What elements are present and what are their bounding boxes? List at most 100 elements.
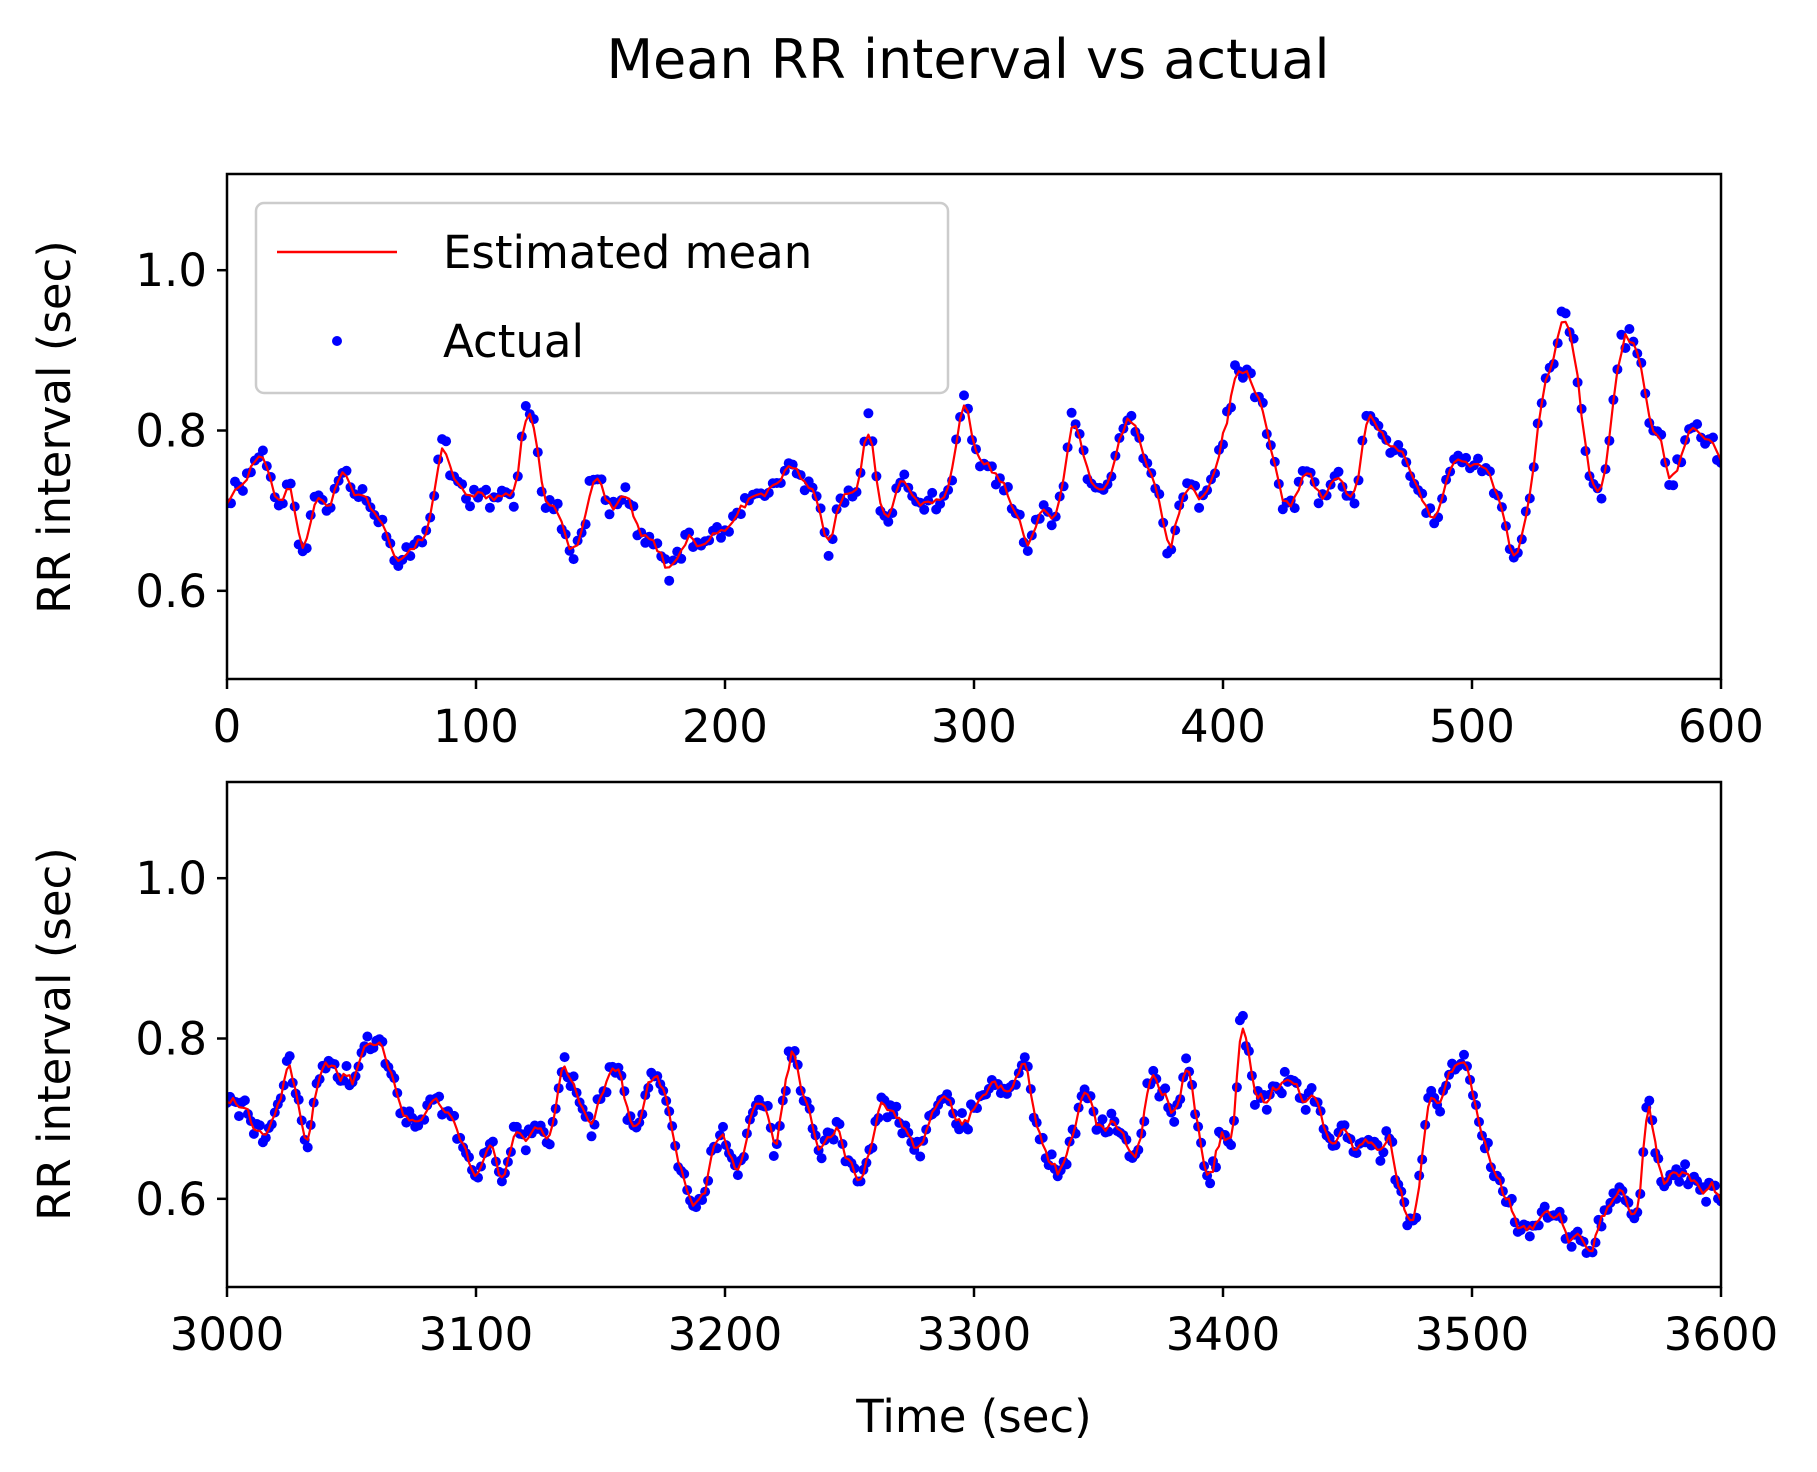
actual-point bbox=[935, 498, 946, 509]
actual-point bbox=[586, 1131, 597, 1142]
actual-point bbox=[484, 502, 495, 513]
actual-point bbox=[1668, 480, 1679, 491]
actual-point bbox=[1276, 1088, 1287, 1099]
actual-point bbox=[239, 1095, 250, 1106]
top-panel: 0 100 200 300 400 500 600 0.6 0.8 1.0 RR interval… bbox=[28, 172, 1764, 753]
actual-point bbox=[1566, 1241, 1577, 1252]
actual-point bbox=[959, 390, 969, 401]
estimated-mean-line bbox=[227, 1027, 1721, 1253]
actual-point bbox=[1473, 453, 1483, 464]
actual-point bbox=[1148, 1065, 1159, 1076]
actual-point bbox=[1279, 1066, 1290, 1077]
actual-point bbox=[715, 1130, 725, 1141]
actual-point bbox=[1333, 466, 1344, 477]
actual-point bbox=[1160, 1083, 1171, 1094]
actual-point bbox=[1313, 498, 1324, 509]
actual-point bbox=[1524, 1231, 1535, 1242]
actual-point bbox=[419, 1114, 430, 1125]
actual-point bbox=[237, 485, 248, 496]
actual-point bbox=[716, 532, 726, 543]
actual-point bbox=[357, 484, 368, 494]
actual-point bbox=[1306, 1083, 1317, 1093]
y-tick-label: 0.8 bbox=[135, 1013, 207, 1066]
actual-point bbox=[1628, 336, 1639, 347]
actual-point bbox=[1692, 419, 1703, 430]
x-tick-label: 3100 bbox=[419, 1308, 534, 1361]
x-tick-label: 3000 bbox=[170, 1308, 285, 1361]
actual-point bbox=[1572, 1226, 1583, 1237]
actual-point bbox=[1249, 1099, 1260, 1110]
bottom-panel: 3000 3100 3200 3300 3400 3500 3600 0.6 0.8 1.0 RR… bbox=[28, 780, 1778, 1443]
actual-point bbox=[1066, 407, 1077, 418]
actual-point bbox=[234, 1111, 244, 1122]
figure-title: Mean RR interval vs actual bbox=[606, 28, 1329, 91]
actual-point bbox=[1539, 1201, 1550, 1212]
y-tick-label: 0.6 bbox=[135, 565, 207, 618]
y-tick-label: 1.0 bbox=[135, 244, 207, 297]
actual-point bbox=[899, 469, 910, 480]
y-tick-label: 0.8 bbox=[135, 405, 207, 458]
actual-point bbox=[1632, 1207, 1643, 1218]
actual-point bbox=[775, 478, 786, 488]
actual-point bbox=[883, 516, 894, 527]
top-y-axis-label: RR interval (sec) bbox=[28, 240, 81, 614]
actual-point bbox=[1644, 1095, 1655, 1106]
actual-point bbox=[302, 1142, 313, 1153]
actual-point bbox=[816, 1153, 827, 1164]
actual-point bbox=[1701, 1196, 1712, 1207]
actual-point bbox=[1205, 1178, 1216, 1189]
actual-point bbox=[1181, 1053, 1192, 1064]
actual-point bbox=[520, 1145, 531, 1156]
actual-point bbox=[441, 436, 452, 447]
legend-label-estimated: Estimated mean bbox=[443, 226, 812, 279]
actual-point bbox=[1624, 324, 1635, 334]
actual-point bbox=[807, 482, 818, 493]
actual-point bbox=[481, 484, 491, 495]
actual-point bbox=[1097, 1114, 1108, 1125]
y-tick-label: 0.6 bbox=[135, 1173, 207, 1226]
y-tick-label: 1.0 bbox=[135, 852, 207, 905]
actual-point bbox=[254, 1120, 265, 1131]
actual-point bbox=[668, 555, 679, 566]
actual-point bbox=[891, 1101, 902, 1112]
bottom-ticks: 3000 3100 3200 3300 3400 3500 3600 0.6 0.8 1.0 bbox=[135, 852, 1778, 1361]
actual-point bbox=[487, 1136, 498, 1147]
x-tick-label: 600 bbox=[1678, 700, 1764, 753]
actual-point bbox=[284, 1051, 295, 1062]
actual-point bbox=[341, 1061, 352, 1071]
x-tick-label: 3600 bbox=[1664, 1308, 1779, 1361]
x-tick-label: 3500 bbox=[1415, 1308, 1530, 1361]
actual-point bbox=[1022, 546, 1033, 556]
actual-point bbox=[1046, 1149, 1057, 1160]
legend: Estimated mean Actual bbox=[254, 201, 950, 395]
actual-point bbox=[1435, 1106, 1446, 1117]
actual-point bbox=[1237, 372, 1248, 383]
actual-point bbox=[1300, 1104, 1311, 1115]
actual-point bbox=[957, 1108, 967, 1119]
actual-point bbox=[1611, 1193, 1622, 1204]
actual-point bbox=[540, 503, 551, 513]
actual-point bbox=[257, 445, 268, 456]
legend-box bbox=[254, 201, 950, 395]
actual-point bbox=[712, 522, 722, 532]
x-tick-label: 3300 bbox=[917, 1308, 1032, 1361]
actual-point bbox=[1461, 452, 1471, 463]
actual-point bbox=[496, 1176, 507, 1187]
actual-point bbox=[544, 1139, 555, 1150]
actual-point bbox=[919, 504, 930, 515]
actual-point bbox=[1459, 1049, 1469, 1060]
actual-point bbox=[568, 554, 579, 565]
x-tick-label: 400 bbox=[1180, 700, 1266, 753]
actual-point bbox=[604, 509, 615, 520]
actual-point bbox=[823, 550, 834, 561]
bottom-x-axis-label: Time (sec) bbox=[855, 1390, 1091, 1443]
x-tick-label: 100 bbox=[433, 700, 519, 753]
actual-point bbox=[1680, 1159, 1691, 1170]
x-tick-label: 3200 bbox=[668, 1308, 783, 1361]
actual-point bbox=[1019, 1052, 1030, 1063]
actual-point bbox=[915, 1151, 926, 1162]
actual-point bbox=[1560, 308, 1571, 319]
actual-point bbox=[927, 487, 938, 498]
actual-point bbox=[1349, 498, 1360, 509]
